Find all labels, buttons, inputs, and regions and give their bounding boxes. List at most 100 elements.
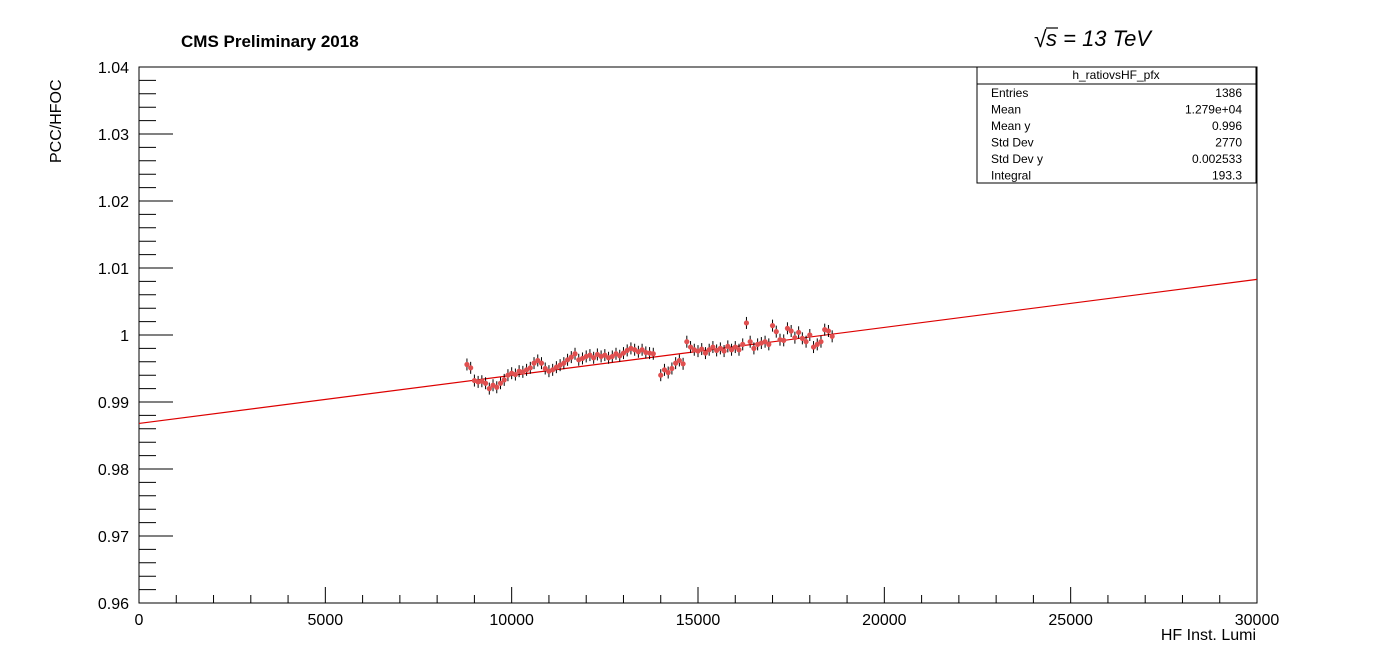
- chart-title: CMS Preliminary 2018: [181, 32, 359, 51]
- stats-row-value: 1386: [1215, 86, 1242, 100]
- data-point: [572, 351, 578, 357]
- data-point: [497, 380, 504, 386]
- stats-row-label: Mean y: [991, 119, 1030, 133]
- y-tick-label: 1.03: [98, 127, 129, 144]
- data-point: [665, 369, 671, 376]
- x-tick-label: 10000: [489, 612, 534, 629]
- data-point: [661, 367, 668, 373]
- data-point: [769, 323, 776, 329]
- y-tick-label: 1.04: [98, 60, 129, 77]
- data-point: [710, 344, 716, 350]
- data-point: [732, 344, 738, 350]
- y-axis: 0.96 0.97 0.98 0.99 1 1.01 1.02 1.03 1.04: [98, 60, 173, 613]
- data-point: [799, 335, 805, 341]
- stats-row-label: Std Dev: [991, 136, 1034, 150]
- stats-rows: Entries 1386 Mean 1.279e+04 Mean y 0.996 Std D…: [991, 86, 1242, 183]
- data-point: [736, 347, 742, 353]
- data-point: [561, 360, 567, 366]
- data-point: [684, 339, 690, 345]
- data-point: [494, 384, 500, 390]
- data-point: [725, 343, 731, 349]
- data-point: [464, 361, 470, 368]
- data-point: [669, 365, 675, 372]
- data-point: [743, 320, 750, 326]
- stats-row-value: 1.279e+04: [1185, 103, 1242, 117]
- stats-row-value: 0.996: [1212, 119, 1242, 133]
- data-point: [486, 386, 492, 392]
- y-tick-label: 1: [120, 328, 129, 345]
- stats-row-value: 193.3: [1212, 169, 1242, 183]
- y-axis-title: PCC/HFOC: [48, 79, 65, 163]
- energy-label: √ s = 13 TeV: [1034, 26, 1153, 52]
- data-point: [501, 377, 507, 383]
- stats-box: h_ratiovsHF_pfx Entries 1386 Mean 1.279e+04…: [976, 66, 1257, 184]
- data-point: [527, 365, 533, 371]
- y-tick-label: 1.01: [98, 261, 129, 278]
- stats-row-label: Integral: [991, 169, 1031, 183]
- data-point: [602, 352, 608, 358]
- data-point: [784, 325, 791, 331]
- data-point: [535, 357, 541, 364]
- data-point: [658, 372, 664, 378]
- data-point: [639, 347, 645, 353]
- data-point: [721, 348, 727, 354]
- data-point: [706, 347, 712, 353]
- data-point: [825, 328, 832, 334]
- data-point: [773, 329, 779, 335]
- stats-row-value: 0.002533: [1192, 152, 1242, 166]
- sqrt-symbol: √: [1034, 26, 1047, 52]
- stats-row-label: Std Dev y: [991, 152, 1043, 166]
- data-point: [766, 341, 772, 347]
- y-tick-label: 0.96: [98, 596, 129, 613]
- data-point: [747, 339, 753, 345]
- stats-row-label: Mean: [991, 103, 1021, 117]
- data-point: [564, 357, 571, 363]
- data-point: [673, 360, 679, 366]
- data-points: [464, 316, 835, 395]
- data-point: [482, 380, 489, 386]
- data-point: [810, 344, 817, 350]
- data-point: [531, 360, 537, 366]
- data-point: [751, 345, 757, 351]
- data-point: [818, 339, 824, 345]
- data-point: [550, 367, 556, 373]
- x-axis-title: HF Inst. Lumi: [1161, 627, 1256, 644]
- data-point: [587, 352, 593, 358]
- data-point: [609, 353, 615, 360]
- data-point: [728, 347, 735, 353]
- data-point: [740, 341, 746, 347]
- data-point: [620, 350, 627, 356]
- x-tick-label: 0: [135, 612, 144, 629]
- y-tick-label: 0.98: [98, 462, 129, 479]
- data-point: [803, 339, 809, 345]
- x-axis: 0 5000 10000 15000 20000 25000 30000: [135, 587, 1280, 629]
- data-point: [468, 365, 474, 371]
- data-point: [814, 341, 820, 347]
- data-point: [538, 360, 545, 366]
- data-point: [699, 346, 705, 352]
- data-point: [717, 345, 723, 351]
- stats-row-value: 2770: [1215, 136, 1242, 150]
- data-point: [542, 365, 548, 372]
- y-tick-label: 1.02: [98, 194, 129, 211]
- stats-box-title: h_ratiovsHF_pfx: [1072, 68, 1159, 82]
- data-point: [829, 333, 835, 339]
- data-point: [796, 329, 802, 335]
- x-tick-label: 5000: [308, 612, 344, 629]
- x-tick-label: 25000: [1048, 612, 1093, 629]
- data-point: [676, 357, 682, 364]
- y-tick-label: 0.97: [98, 529, 129, 546]
- data-point: [591, 355, 597, 361]
- data-point: [762, 339, 768, 345]
- data-point: [617, 353, 623, 359]
- x-tick-label: 30000: [1235, 612, 1280, 629]
- data-point: [788, 328, 794, 334]
- data-point: [807, 332, 813, 338]
- data-point: [680, 361, 686, 367]
- stats-row-label: Entries: [991, 86, 1028, 100]
- x-tick-label: 15000: [676, 612, 721, 629]
- data-point: [702, 350, 709, 356]
- data-point: [792, 335, 798, 341]
- x-tick-label: 20000: [862, 612, 907, 629]
